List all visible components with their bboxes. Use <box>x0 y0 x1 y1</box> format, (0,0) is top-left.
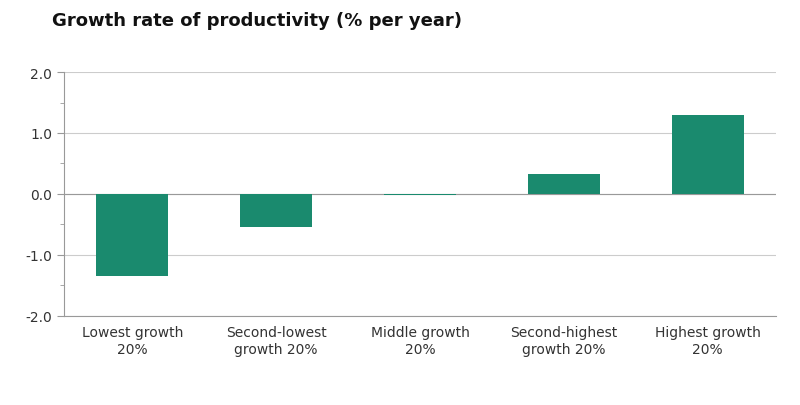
Bar <box>384 194 456 196</box>
Bar <box>672 115 744 194</box>
Bar <box>96 194 168 276</box>
Bar <box>528 175 600 194</box>
Text: Growth rate of productivity (% per year): Growth rate of productivity (% per year) <box>52 12 462 30</box>
Bar <box>240 194 312 228</box>
